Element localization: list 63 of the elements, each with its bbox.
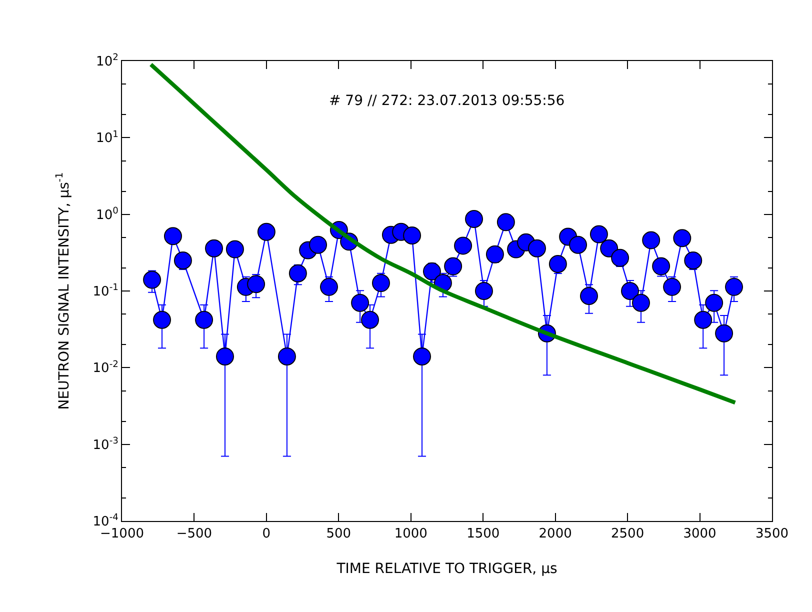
x-tick-label: 1000 [394, 526, 428, 542]
point [351, 294, 370, 312]
point [413, 347, 432, 366]
x-tick-label: 2000 [538, 526, 572, 542]
x-tick-label: −1000 [100, 526, 144, 542]
point [496, 213, 515, 232]
point [642, 231, 660, 250]
x-tick-label: 1500 [466, 526, 500, 542]
point [486, 245, 504, 264]
point [361, 310, 380, 329]
y-tick-label: 10$^{0}$ [96, 206, 119, 223]
x-tick-label: −500 [176, 526, 212, 542]
point [403, 226, 422, 244]
point [528, 239, 546, 258]
point [247, 275, 266, 294]
point [725, 278, 744, 296]
y-tick-label: 10$^{-2}$ [92, 360, 118, 376]
y-tick-label: 10$^{-1}$ [92, 283, 118, 300]
point [632, 294, 650, 312]
point [580, 287, 598, 306]
x-tick-label: 0 [262, 526, 271, 542]
point [164, 227, 182, 246]
point [673, 229, 692, 248]
point [226, 240, 244, 258]
point [694, 310, 712, 329]
point [372, 274, 390, 292]
point [715, 324, 734, 342]
point [465, 210, 484, 228]
point [474, 282, 493, 300]
point [309, 236, 328, 254]
point [320, 278, 338, 296]
point [257, 222, 276, 241]
point [652, 257, 670, 276]
point [153, 310, 172, 329]
point [278, 347, 296, 366]
point [422, 262, 441, 280]
annotation: # 79 // 272: 23.07.2013 09:55:56 [329, 93, 565, 109]
x-tick-label: 2500 [611, 526, 644, 542]
point [684, 251, 702, 270]
point [444, 257, 462, 276]
y-tick-label: 10$^{2}$ [96, 53, 118, 70]
x-tick-label: 500 [326, 526, 352, 542]
x-axis-title: TIME RELATIVE TO TRIGGER, μs [336, 560, 558, 577]
line-series [148, 62, 738, 405]
point [174, 251, 192, 270]
point [569, 236, 588, 254]
y-tick-label: 10$^{1}$ [96, 130, 118, 146]
point [548, 255, 567, 273]
point [705, 294, 724, 312]
point [611, 248, 630, 267]
x-tick-label: 3000 [683, 526, 716, 542]
point [621, 282, 640, 300]
point [216, 347, 234, 366]
x-tick-label: 3500 [755, 526, 789, 542]
point [288, 264, 307, 282]
point [143, 270, 162, 289]
y-tick-label: 10$^{-3}$ [92, 436, 119, 453]
point [600, 239, 618, 258]
point [590, 225, 608, 244]
point [195, 310, 214, 329]
point [663, 278, 682, 296]
point [205, 239, 224, 258]
point [454, 236, 472, 255]
